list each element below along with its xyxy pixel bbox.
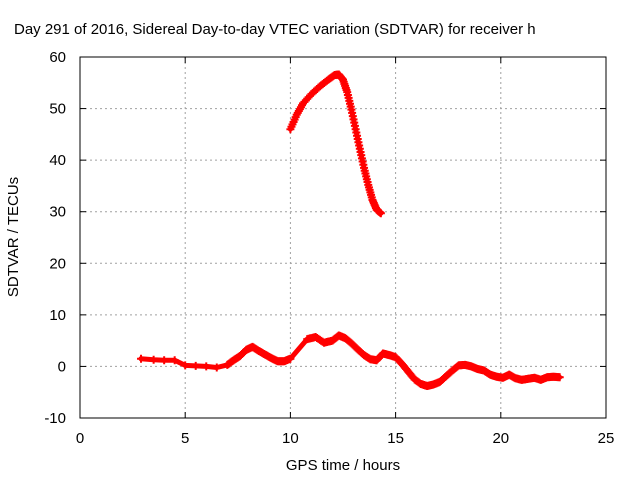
data-point-marker [212, 363, 221, 372]
x-tick-label: 0 [76, 430, 84, 447]
data-point-marker [181, 361, 190, 370]
y-tick-label: 60 [49, 49, 66, 66]
data-point-marker [137, 354, 146, 363]
data-point-marker [160, 356, 169, 365]
series-high-arc [286, 70, 385, 218]
y-tick-label: 40 [49, 152, 66, 169]
y-tick-label: 50 [49, 101, 66, 118]
x-tick-label: 5 [181, 430, 189, 447]
y-tick-label: 20 [49, 255, 66, 272]
y-tick-label: 0 [58, 358, 66, 375]
series-low-track [137, 331, 564, 391]
x-tick-label: 15 [387, 430, 404, 447]
data-point-marker [555, 373, 564, 382]
data-point-marker [286, 354, 295, 363]
data-point-marker [149, 355, 158, 364]
x-axis-label: GPS time / hours [286, 457, 400, 474]
data-series [137, 70, 564, 391]
grid-lines [80, 57, 606, 418]
data-point-marker [376, 209, 385, 218]
x-tick-label: 20 [492, 430, 509, 447]
data-point-marker [202, 362, 211, 371]
data-point-marker [191, 361, 200, 370]
axis-ticks: 0 5 10 15 20 25 -10 0 10 20 30 40 50 60 [44, 49, 614, 447]
x-tick-label: 10 [282, 430, 299, 447]
y-axis-label: SDTVAR / TECUs [5, 177, 22, 297]
plot-frame [79, 56, 607, 419]
chart-title: Day 291 of 2016, Sidereal Day-to-day VTE… [14, 21, 536, 38]
y-tick-label: 30 [49, 204, 66, 221]
y-tick-label: 10 [49, 307, 66, 324]
data-point-marker [170, 356, 179, 365]
x-tick-label: 25 [598, 430, 615, 447]
y-tick-label: -10 [44, 410, 66, 427]
